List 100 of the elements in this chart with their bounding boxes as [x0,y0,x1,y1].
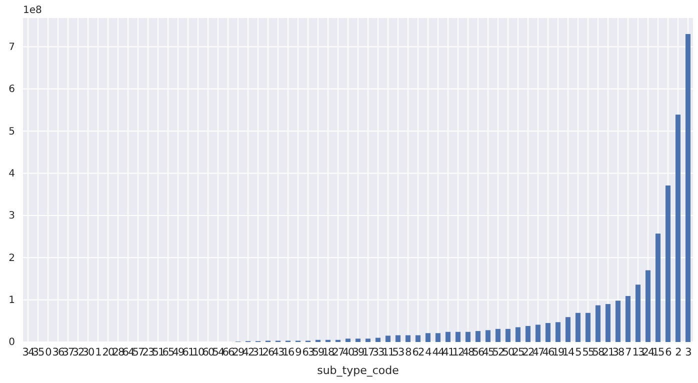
bar [476,331,480,342]
x-tick-label: 50 [502,346,514,358]
x-tick-label: 7 [625,346,632,358]
x-tick-label: 47 [532,346,544,358]
x-tick-label: 6 [665,346,672,358]
bar [436,333,440,342]
x-tick-label: 40 [342,346,354,358]
bar [616,300,620,342]
x-tick-label: 43 [272,346,284,358]
x-tick-label: 57 [132,346,144,358]
bar [396,335,400,342]
x-tick-label: 5 [575,346,582,358]
text: 1e8 [23,5,42,16]
x-tick-label: 4 [425,346,432,358]
bar [586,312,590,342]
x-tick-label: 34 [22,346,35,358]
bar [566,317,570,342]
x-tick-label: 65 [162,346,174,358]
x-tick-label: 25 [512,346,524,358]
y-tick-label: 1 [8,295,15,306]
y-tick-label: 3 [8,210,15,222]
x-tick-label: 55 [582,346,594,358]
bar [676,114,680,342]
bar [546,323,550,342]
y-tick-label: 5 [8,126,15,138]
x-tick-label: 42 [242,346,254,358]
bar [606,304,610,342]
x-tick-label: 14 [562,346,575,358]
bar [456,332,460,342]
bar [666,185,670,342]
x-tick-label: 56 [472,346,485,358]
x-tick-label: 39 [352,346,364,358]
x-tick-label: 9 [295,346,302,358]
x-tick-label: 13 [632,346,644,358]
x-tick-label: 18 [322,346,334,358]
bar [426,333,430,342]
x-tick-label: 19 [552,346,564,358]
bar [636,284,640,342]
x-tick-label: 36 [52,346,65,358]
x-tick-label: 45 [482,346,494,358]
y-tick-label: 0 [8,337,15,348]
x-tick-label: 52 [492,346,504,358]
bar [536,324,540,342]
bar [506,328,510,342]
x-tick-label: 58 [592,346,604,358]
x-tick-label: 28 [112,346,124,358]
x-tick-label: 17 [362,346,374,358]
x-tick-label: 35 [32,346,44,358]
bar [466,332,470,342]
x-tick-label: 29 [232,346,244,358]
y-tick-label: 4 [8,168,15,180]
bar [356,338,360,342]
x-tick-label: 23 [142,346,154,358]
bar [446,332,450,342]
bar [496,328,500,342]
y-tick-label: 7 [8,42,15,53]
x-tick-label: 64 [122,346,135,358]
y-tick-label: 6 [8,84,15,96]
x-tick-label: 3 [685,346,692,358]
bar [366,338,370,342]
bar [416,335,420,342]
bar [596,305,600,342]
x-tick-label: 30 [82,346,94,358]
x-tick-label: 11 [382,346,394,358]
x-tick-label: 16 [282,346,295,358]
x-tick-label: 51 [152,346,164,358]
x-tick-label: 54 [212,346,225,358]
x-axis-title: sub_type_code [317,364,400,377]
x-tick-label: 48 [462,346,474,358]
x-tick-label: 21 [602,346,614,358]
x-tick-label: 37 [62,346,74,358]
x-tick-label: 32 [72,346,84,358]
x-tick-label: 46 [542,346,555,358]
bar [376,338,380,342]
x-tick-label: 26 [262,346,275,358]
bar [526,326,530,342]
bar [576,312,580,342]
x-tick-label: 41 [442,346,454,358]
x-tick-label: 44 [432,346,445,358]
x-tick-label: 38 [612,346,624,358]
x-tick-label: 31 [252,346,264,358]
x-tick-label: 53 [392,346,404,358]
x-tick-label: 24 [642,346,655,358]
x-tick-label: 33 [372,346,384,358]
bar [486,330,490,342]
bar [626,296,630,342]
bar [346,338,350,342]
bar [646,270,650,342]
x-tick-label: 1 [95,346,102,358]
x-tick-label: 0 [45,346,52,358]
x-tick-label: 20 [102,346,114,358]
bar [516,327,520,342]
x-tick-label: 22 [522,346,534,358]
x-tick-label: 63 [302,346,314,358]
x-tick-label: 62 [412,346,424,358]
bar [556,322,560,342]
bar [386,336,390,342]
x-tick-label: 12 [452,346,464,358]
bar [686,34,690,342]
x-tick-label: 59 [312,346,324,358]
